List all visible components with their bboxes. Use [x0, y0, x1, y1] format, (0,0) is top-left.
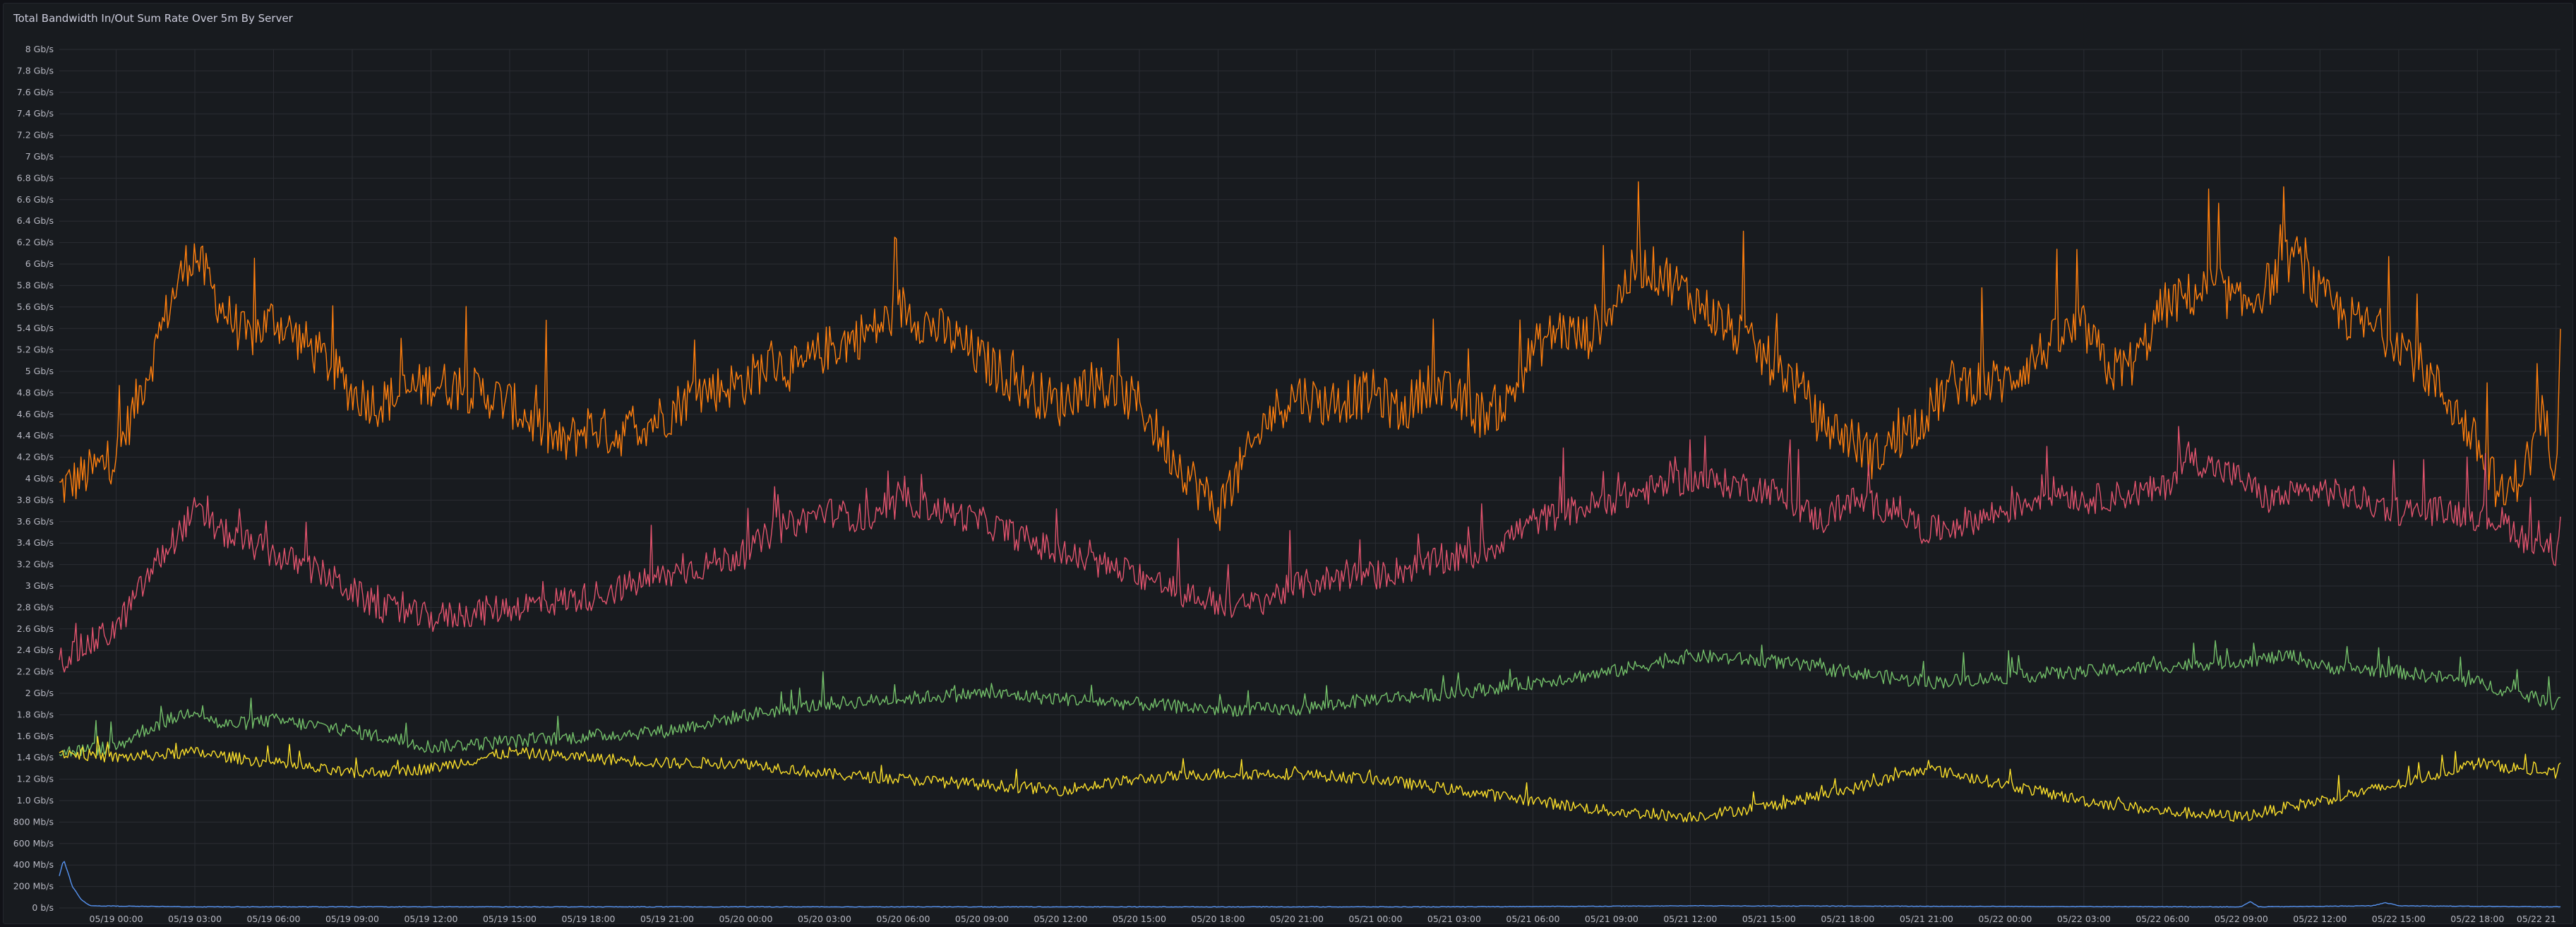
y-tick-label: 5.2 Gb/s [17, 345, 54, 355]
x-tick-label: 05/22 03:00 [2057, 914, 2111, 924]
y-tick-label: 4.6 Gb/s [17, 409, 54, 419]
chart-series [59, 181, 2561, 908]
y-tick-label: 2.2 Gb/s [17, 666, 54, 677]
y-tick-label: 4.4 Gb/s [17, 430, 54, 441]
y-tick-label: 3 Gb/s [25, 580, 54, 591]
x-tick-label: 05/20 09:00 [955, 914, 1009, 924]
y-tick-label: 200 Mb/s [13, 881, 54, 892]
x-tick-label: 05/19 06:00 [246, 914, 300, 924]
series-line-4 [59, 736, 2561, 823]
y-tick-label: 6.6 Gb/s [17, 194, 54, 205]
x-tick-label: 05/21 00:00 [1348, 914, 1402, 924]
x-tick-label: 05/21 18:00 [1821, 914, 1874, 924]
x-axis: 05/19 00:00 05/19 03:00 05/19 06:00 05/19 0… [90, 914, 2556, 924]
y-tick-label: 3.8 Gb/s [17, 494, 54, 505]
y-tick-label: 7.4 Gb/s [17, 108, 54, 119]
y-tick-label: 1.8 Gb/s [17, 709, 54, 719]
x-tick-label: 05/21 21:00 [1900, 914, 1953, 924]
y-tick-label: 3.6 Gb/s [17, 516, 54, 527]
x-tick-label: 05/21 15:00 [1742, 914, 1796, 924]
x-tick-label: 05/19 03:00 [168, 914, 222, 924]
y-tick-label: 400 Mb/s [13, 859, 54, 870]
x-tick-label: 05/20 21:00 [1270, 914, 1324, 924]
y-tick-label: 3.2 Gb/s [17, 559, 54, 570]
y-tick-label: 1.2 Gb/s [17, 774, 54, 784]
x-tick-label: 05/20 00:00 [719, 914, 772, 924]
y-tick-label: 4 Gb/s [25, 473, 54, 484]
x-tick-label: 05/22 12:00 [2293, 914, 2347, 924]
y-tick-label: 2.4 Gb/s [17, 645, 54, 655]
y-tick-label: 7.8 Gb/s [17, 65, 54, 76]
x-tick-label: 05/21 03:00 [1427, 914, 1481, 924]
x-tick-label: 05/20 06:00 [876, 914, 930, 924]
y-tick-label: 8 Gb/s [25, 44, 54, 54]
x-tick-label: 05/19 21:00 [640, 914, 694, 924]
y-tick-label: 2.6 Gb/s [17, 623, 54, 634]
y-tick-label: 6.4 Gb/s [17, 215, 54, 226]
x-tick-label: 05/22 06:00 [2135, 914, 2189, 924]
y-tick-label: 1.4 Gb/s [17, 752, 54, 762]
x-tick-label: 05/19 18:00 [561, 914, 615, 924]
x-tick-label: 05/20 18:00 [1191, 914, 1245, 924]
x-tick-label: 05/22 09:00 [2215, 914, 2268, 924]
series-line-3 [59, 640, 2561, 757]
y-tick-label: 6 Gb/s [25, 258, 54, 269]
y-tick-label: 3.4 Gb/s [17, 537, 54, 548]
chart-grid [59, 49, 2560, 909]
y-tick-label: 800 Mb/s [13, 816, 54, 827]
x-tick-label: 05/19 00:00 [90, 914, 143, 924]
x-tick-label: 05/19 12:00 [404, 914, 457, 924]
y-tick-label: 5 Gb/s [25, 366, 54, 376]
x-tick-label: 05/20 15:00 [1113, 914, 1166, 924]
y-tick-label: 4.8 Gb/s [17, 387, 54, 397]
y-tick-label: 4.2 Gb/s [17, 452, 54, 462]
x-tick-label: 05/19 15:00 [483, 914, 537, 924]
x-tick-label: 05/22 21 [2517, 914, 2556, 924]
x-tick-label: 05/21 09:00 [1585, 914, 1639, 924]
y-tick-label: 2.8 Gb/s [17, 602, 54, 612]
y-tick-label: 5.8 Gb/s [17, 280, 54, 290]
x-tick-label: 05/21 06:00 [1506, 914, 1559, 924]
series-line-5 [59, 861, 2561, 908]
x-tick-label: 05/22 00:00 [1978, 914, 2032, 924]
y-tick-label: 5.6 Gb/s [17, 301, 54, 312]
x-tick-label: 05/19 09:00 [325, 914, 379, 924]
x-tick-label: 05/22 15:00 [2372, 914, 2426, 924]
panel-title: Total Bandwidth In/Out Sum Rate Over 5m … [13, 12, 293, 25]
x-tick-label: 05/21 12:00 [1663, 914, 1717, 924]
y-axis: 0 b/s 200 Mb/s 400 Mb/s 600 Mb/s 800 Mb/s 1.0… [13, 44, 54, 913]
y-tick-label: 2 Gb/s [25, 688, 54, 698]
x-tick-label: 05/20 03:00 [798, 914, 851, 924]
x-tick-label: 05/22 18:00 [2450, 914, 2504, 924]
y-tick-label: 1.6 Gb/s [17, 731, 54, 741]
series-line-1 [59, 181, 2561, 532]
series-line-2 [59, 426, 2561, 673]
y-tick-label: 5.4 Gb/s [17, 323, 54, 333]
y-tick-label: 7 Gb/s [25, 151, 54, 162]
x-tick-label: 05/20 12:00 [1034, 914, 1087, 924]
y-tick-label: 7.6 Gb/s [17, 87, 54, 97]
y-tick-label: 600 Mb/s [13, 838, 54, 849]
y-tick-label: 7.2 Gb/s [17, 130, 54, 140]
y-tick-label: 6.8 Gb/s [17, 172, 54, 183]
y-tick-label: 0 b/s [32, 902, 54, 913]
y-tick-label: 6.2 Gb/s [17, 237, 54, 248]
y-tick-label: 1.0 Gb/s [17, 795, 54, 806]
